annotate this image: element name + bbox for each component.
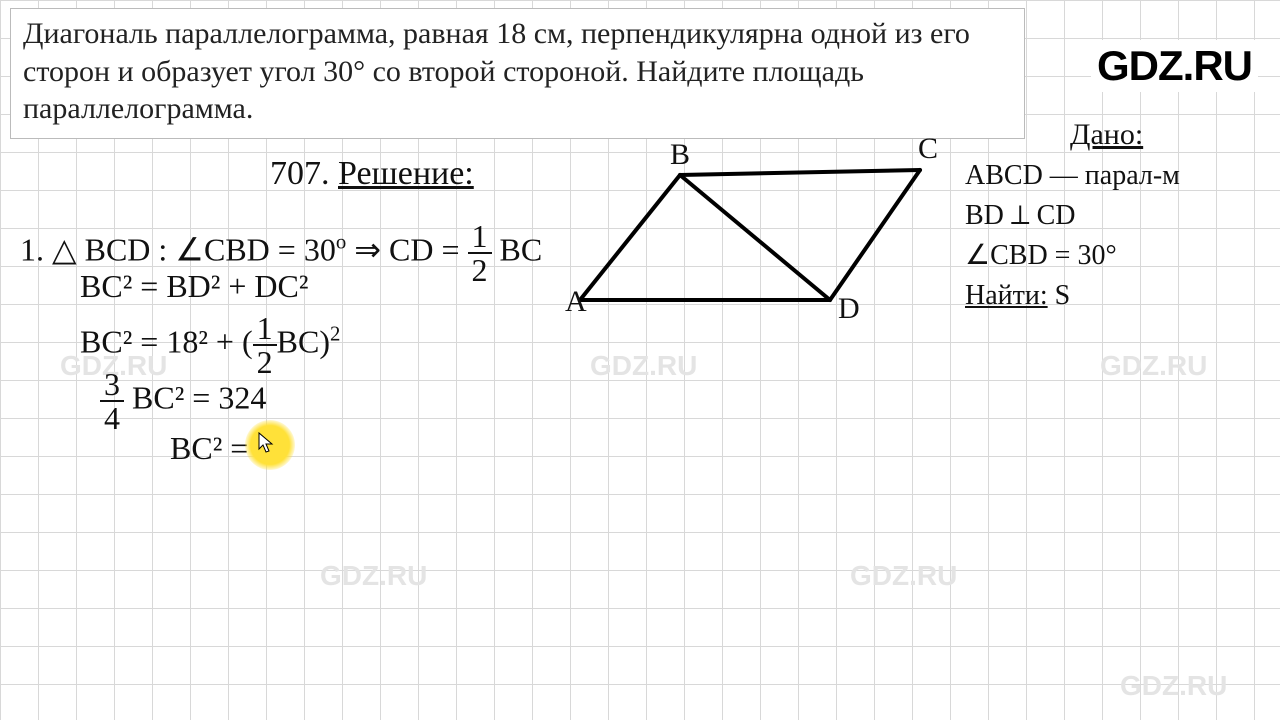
line4-frac-num: 3 bbox=[100, 368, 124, 402]
line3-exp: 2 bbox=[330, 323, 340, 346]
site-logo: GDZ.RU bbox=[1091, 40, 1258, 92]
line1-degree: o bbox=[336, 231, 346, 254]
find-value: S bbox=[1048, 280, 1071, 311]
problem-text: Диагональ параллелограмма, равная 18 см,… bbox=[23, 17, 970, 125]
given-line-2: BD ⟂ CD bbox=[965, 200, 1075, 232]
label-b: B bbox=[670, 138, 690, 172]
label-d: D bbox=[838, 292, 860, 326]
line1-prefix: 1. △ BCD : ∠CBD = 30 bbox=[20, 231, 336, 267]
label-c: C bbox=[918, 132, 938, 166]
line4-frac: 34 bbox=[100, 368, 124, 434]
line3-frac-num: 1 bbox=[253, 312, 277, 346]
label-a: A bbox=[565, 285, 587, 319]
problem-number: 707. bbox=[270, 155, 330, 192]
cursor-icon bbox=[258, 432, 276, 454]
line3-a: BC² = 18² + ( bbox=[80, 323, 253, 359]
given-line-4: Найти: S bbox=[965, 280, 1070, 312]
line1-frac: 12 bbox=[468, 220, 492, 286]
line1-suffix: BC bbox=[492, 231, 543, 267]
solution-word: Решение: bbox=[338, 155, 474, 192]
solution-heading: 707. Решение: bbox=[270, 155, 474, 193]
line1-frac-den: 2 bbox=[468, 254, 492, 286]
line4-rest: BC² = 324 bbox=[124, 379, 266, 415]
given-line-1: ABCD — парал-м bbox=[965, 160, 1180, 192]
solution-line-4: 34 BC² = 324 bbox=[100, 368, 266, 434]
line1-mid: ⇒ CD = bbox=[346, 231, 467, 267]
given-line-3: ∠CBD = 30° bbox=[965, 238, 1117, 272]
line3-b: BC) bbox=[277, 323, 330, 359]
line1-frac-num: 1 bbox=[468, 220, 492, 254]
given-heading: Дано: bbox=[1070, 118, 1143, 152]
solution-line-5: BC² = bbox=[170, 430, 248, 467]
find-label: Найти: bbox=[965, 280, 1048, 311]
line4-frac-den: 4 bbox=[100, 402, 124, 434]
problem-statement: Диагональ параллелограмма, равная 18 см,… bbox=[10, 8, 1025, 139]
solution-line-2: BC² = BD² + DC² bbox=[80, 268, 308, 305]
